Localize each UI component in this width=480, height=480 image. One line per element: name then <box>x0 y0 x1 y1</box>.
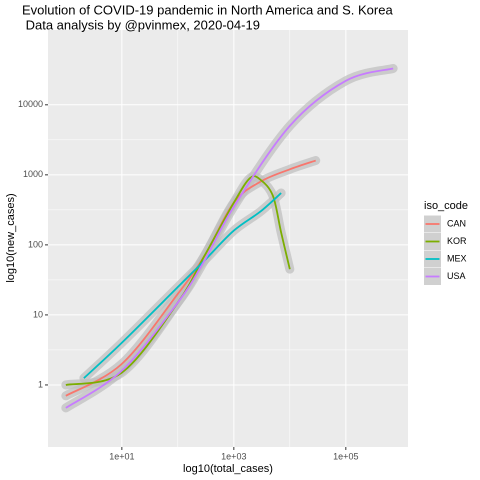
y-tick-label: 1 <box>38 379 43 389</box>
legend-label: KOR <box>447 236 467 246</box>
x-tick-label: 1e+03 <box>221 451 246 461</box>
x-tick-label: 1e+05 <box>333 451 358 461</box>
legend-title: iso_code <box>424 200 468 212</box>
y-tick-label: 10 <box>33 309 43 319</box>
y-tick-label: 1000 <box>23 169 43 179</box>
series-line <box>65 175 291 386</box>
legend-label: USA <box>447 271 466 281</box>
legend-label: CAN <box>447 218 466 228</box>
chart-title: Evolution of COVID-19 pandemic in North … <box>22 2 393 17</box>
y-tick-label: 10000 <box>18 99 43 109</box>
x-tick-label: 1e+01 <box>109 451 134 461</box>
x-axis-title: log10(total_cases) <box>183 463 273 475</box>
y-tick-label: 100 <box>28 239 43 249</box>
chart-subtitle: Data analysis by @pvinmex, 2020-04-19 <box>22 17 260 32</box>
series-line <box>65 67 394 409</box>
legend-label: MEX <box>447 253 467 263</box>
y-axis-title: log10(new_cases) <box>5 193 17 282</box>
